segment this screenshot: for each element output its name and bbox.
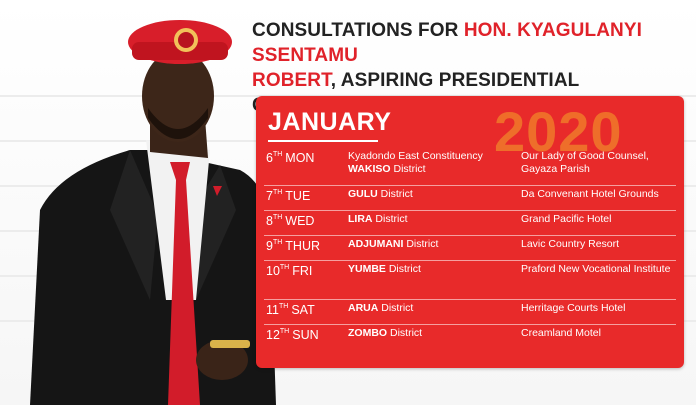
schedule-date: 9TH THUR	[266, 239, 321, 253]
row-divider	[264, 299, 676, 300]
schedule-card: 2020 JANUARY 6TH MON Kyadondo East Consti…	[256, 96, 684, 368]
schedule-date: 6TH MON	[266, 151, 315, 165]
schedule-row: 12TH SUN ZOMBO District Creamland Motel	[264, 325, 676, 350]
schedule-venue: Our Lady of Good Counsel, Gayaza Parish	[521, 150, 649, 175]
schedule-row: 11TH SAT ARUA District Herritage Courts H…	[264, 300, 676, 325]
schedule-venue: Grand Pacific Hotel	[521, 213, 612, 225]
schedule-row: 7TH TUE GULU District Da Convenant Hotel …	[264, 186, 676, 211]
candidate-name-line1: HON. KYAGULANYI SSENTAMU	[252, 20, 642, 66]
schedule-location: Kyadondo East Constituency WAKISO Distric…	[348, 150, 483, 175]
candidate-name-line2: ROBERT	[252, 70, 331, 91]
schedule-date: 7TH TUE	[266, 189, 311, 203]
year-label: 2020	[494, 100, 623, 163]
row-divider	[264, 210, 676, 211]
schedule-venue: Creamland Motel	[521, 327, 601, 339]
schedule-date: 12TH SUN	[266, 328, 319, 342]
schedule-venue: Da Convenant Hotel Grounds	[521, 188, 659, 200]
schedule-location: LIRA District	[348, 213, 408, 225]
month-label: JANUARY	[268, 108, 392, 136]
schedule-row: 10TH FRI YUMBE District Praford New Vocat…	[264, 261, 676, 300]
schedule-date: 10TH FRI	[266, 264, 313, 278]
row-divider	[264, 324, 676, 325]
schedule-date: 11TH SAT	[266, 303, 315, 317]
schedule-location: ARUA District	[348, 302, 414, 314]
schedule-location: GULU District	[348, 188, 413, 200]
candidate-portrait	[30, 20, 276, 405]
headline-prefix: CONSULTATIONS FOR	[252, 20, 464, 41]
schedule-location: ZOMBO District	[348, 327, 423, 339]
schedule-location: YUMBE District	[348, 263, 421, 275]
row-divider	[264, 235, 676, 236]
schedule-venue: Lavic Country Resort	[521, 238, 620, 250]
schedule-row: 9TH THUR ADJUMANI District Lavic Country …	[264, 236, 676, 261]
schedule-row: 6TH MON Kyadondo East Constituency WAKISO …	[264, 148, 676, 186]
schedule-location: ADJUMANI District	[348, 238, 439, 250]
schedule-row: 8TH WED LIRA District Grand Pacific Hotel	[264, 211, 676, 236]
schedule-venue: Praford New Vocational Institute	[521, 263, 671, 275]
month-underline	[268, 140, 378, 142]
row-divider	[264, 260, 676, 261]
schedule-date: 8TH WED	[266, 214, 315, 228]
schedule-venue: Herritage Courts Hotel	[521, 302, 626, 314]
row-divider	[264, 185, 676, 186]
